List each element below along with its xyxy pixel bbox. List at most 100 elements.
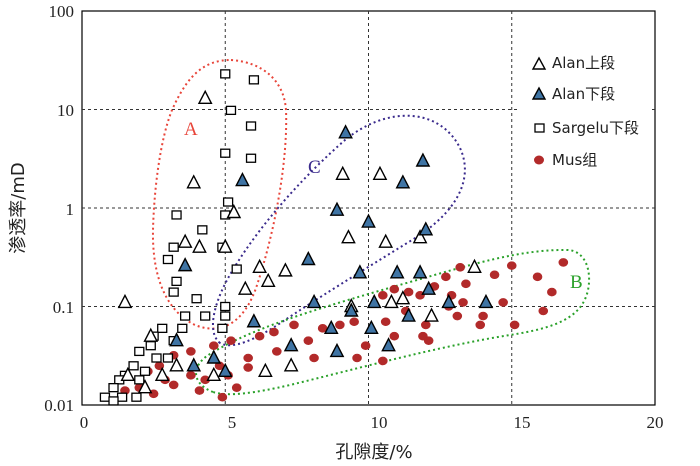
mus-point <box>360 341 371 350</box>
alan-upper-point <box>186 174 202 189</box>
alan-upper-point <box>226 203 242 219</box>
alan-lower-point <box>217 362 233 377</box>
mus-point <box>478 311 488 321</box>
legend-marker-alan-lower <box>531 86 547 100</box>
legend-marker-sargelu-lower <box>534 123 545 133</box>
alan-upper-point <box>120 366 136 382</box>
mus-point <box>208 341 219 350</box>
sargelu-lower-point <box>197 225 208 235</box>
sargelu-lower-point <box>108 383 119 393</box>
alan-lower-point <box>395 174 411 189</box>
alan-upper-point <box>412 229 428 244</box>
alan-lower-point <box>343 302 359 317</box>
mus-point <box>243 363 253 372</box>
region-c-outline <box>212 114 466 347</box>
mus-point <box>335 320 345 330</box>
sargelu-lower-point <box>168 287 179 297</box>
alan-upper-point <box>143 327 159 342</box>
region-label-b: B <box>570 272 583 293</box>
alan-lower-point <box>418 221 434 236</box>
mus-point <box>547 287 557 297</box>
mus-point <box>168 380 179 390</box>
x-axis-title: 孔隙度/% <box>335 442 412 463</box>
alan-upper-point <box>154 366 170 382</box>
sargelu-lower-point <box>171 276 182 287</box>
mus-point <box>194 386 205 395</box>
alan-lower-point <box>206 349 222 364</box>
alan-lower-point <box>329 201 345 216</box>
alan-lower-point <box>401 307 416 322</box>
legend: Alan上段 Alan下段 Sargelu下段 Mus组 <box>518 50 652 176</box>
mus-point <box>458 298 468 307</box>
sargelu-lower-point <box>222 197 234 207</box>
alan-lower-point <box>235 172 250 187</box>
sargelu-lower-point <box>162 353 174 363</box>
alan-lower-point <box>352 264 368 279</box>
mus-point <box>461 279 471 289</box>
mus-point <box>489 270 500 280</box>
sargelu-lower-point <box>162 254 174 265</box>
legend-marker-alan-upper <box>531 56 547 70</box>
alan-upper-point <box>335 165 351 180</box>
alan-upper-point <box>384 293 399 309</box>
mus-point <box>532 272 543 282</box>
mus-point <box>231 383 242 392</box>
alan-upper-point <box>467 258 482 274</box>
mus-point <box>423 336 434 345</box>
alan-upper-point <box>372 165 388 180</box>
mus-point <box>452 311 463 321</box>
mus-point <box>420 320 431 330</box>
alan-upper-point <box>197 89 213 104</box>
mus-point <box>455 263 465 272</box>
y-tick-label: 1 <box>66 200 75 219</box>
mus-point <box>272 347 282 356</box>
sargelu-lower-point <box>134 346 145 357</box>
alan-lower-point <box>389 264 405 279</box>
sargelu-lower-point <box>177 323 188 334</box>
sargelu-lower-point <box>220 69 231 79</box>
sargelu-lower-point <box>171 210 182 220</box>
mus-point <box>509 320 520 330</box>
sargelu-lower-point <box>99 392 111 402</box>
alan-lower-point <box>323 319 339 335</box>
alan-upper-point <box>278 262 293 277</box>
alan-upper-point <box>252 258 267 274</box>
legend-label: Alan下段 <box>552 85 615 103</box>
sargelu-lower-point <box>220 148 231 158</box>
alan-lower-point <box>361 213 376 228</box>
mus-point <box>243 353 253 363</box>
legend-box <box>518 50 652 176</box>
mus-point <box>289 320 299 330</box>
alan-upper-point <box>169 357 184 372</box>
legend-marker-mus <box>534 155 544 165</box>
alan-lower-point <box>177 257 193 272</box>
mus-point <box>352 353 362 363</box>
mus-point <box>403 287 414 297</box>
y-tick-label: 0.1 <box>53 298 74 317</box>
alan-upper-point <box>137 379 153 394</box>
mus-point <box>498 298 508 307</box>
alan-upper-point <box>283 357 299 372</box>
alan-lower-point <box>300 250 316 266</box>
x-tick-label: 15 <box>514 413 531 432</box>
alan-lower-point <box>366 293 382 309</box>
mus-point <box>558 258 569 267</box>
alan-lower-point <box>169 332 184 347</box>
mus-point <box>186 347 196 356</box>
alan-lower-point <box>381 337 396 352</box>
mus-point <box>186 371 196 380</box>
region-outlines <box>151 58 590 396</box>
mus-point <box>389 284 400 294</box>
mus-point <box>303 336 314 345</box>
sargelu-lower-point <box>220 301 231 312</box>
mus-point <box>226 336 236 345</box>
sargelu-lower-point <box>225 105 237 116</box>
sargelu-lower-point <box>245 121 257 131</box>
alan-upper-point <box>237 280 253 295</box>
sargelu-lower-point <box>200 311 211 321</box>
alan-lower-point <box>441 293 457 309</box>
x-tick-label: 20 <box>647 413 664 432</box>
alan-upper-point <box>117 293 133 309</box>
alan-lower-point <box>478 293 494 309</box>
